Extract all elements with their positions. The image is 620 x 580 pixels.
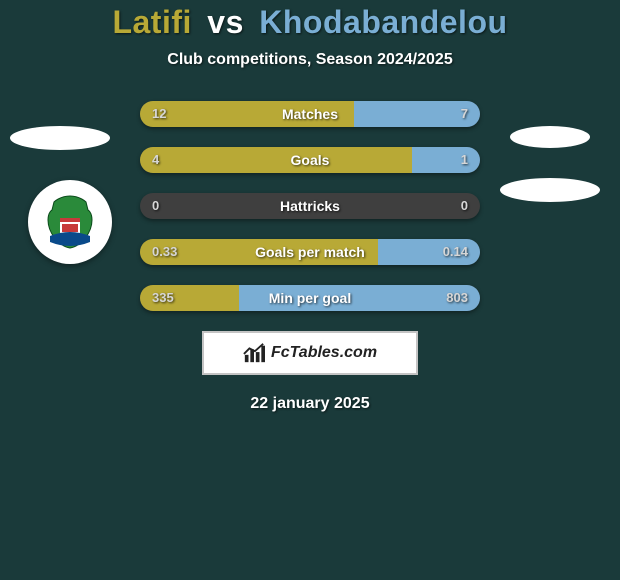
subtitle: Club competitions, Season 2024/2025 xyxy=(0,51,620,69)
stats-bars: Matches12 7 Goals4 1 Hattricks0 0 Goals per ma… xyxy=(140,101,480,311)
stat-value-right: 1 xyxy=(461,147,468,173)
stat-value-right: 7 xyxy=(461,101,468,127)
stat-value-left: 12 xyxy=(152,101,166,127)
stat-label: Hattricks xyxy=(140,193,480,219)
stat-value-right: 0 xyxy=(461,193,468,219)
stat-value-right: 0.14 xyxy=(443,239,468,265)
stat-value-right: 803 xyxy=(446,285,468,311)
player1-name: Latifi xyxy=(112,4,191,40)
left-photo-placeholder xyxy=(10,126,110,150)
right-photo-placeholder-2 xyxy=(500,178,600,202)
stat-row: Min per goal335 803 xyxy=(140,285,480,311)
stat-label: Goals xyxy=(140,147,480,173)
page-title: Latifi vs Khodabandelou xyxy=(0,4,620,41)
player2-name: Khodabandelou xyxy=(259,4,507,40)
stat-value-left: 0.33 xyxy=(152,239,177,265)
brand-text: FcTables.com xyxy=(271,344,377,362)
date-line: 22 january 2025 xyxy=(0,395,620,413)
stat-row: Goals per match0.33 0.14 xyxy=(140,239,480,265)
stat-row: Goals4 1 xyxy=(140,147,480,173)
bar-chart-icon xyxy=(243,342,265,364)
vs-label: vs xyxy=(207,4,244,40)
club-crest-icon xyxy=(40,192,100,252)
right-photo-placeholder-1 xyxy=(510,126,590,148)
stat-value-left: 335 xyxy=(152,285,174,311)
stat-row: Matches12 7 xyxy=(140,101,480,127)
stat-row: Hattricks0 0 xyxy=(140,193,480,219)
stat-value-left: 4 xyxy=(152,147,159,173)
stat-label: Matches xyxy=(140,101,480,127)
stat-label: Goals per match xyxy=(140,239,480,265)
stat-value-left: 0 xyxy=(152,193,159,219)
brand-badge: FcTables.com xyxy=(202,331,418,375)
stat-label: Min per goal xyxy=(140,285,480,311)
club-logo-badge xyxy=(28,180,112,264)
